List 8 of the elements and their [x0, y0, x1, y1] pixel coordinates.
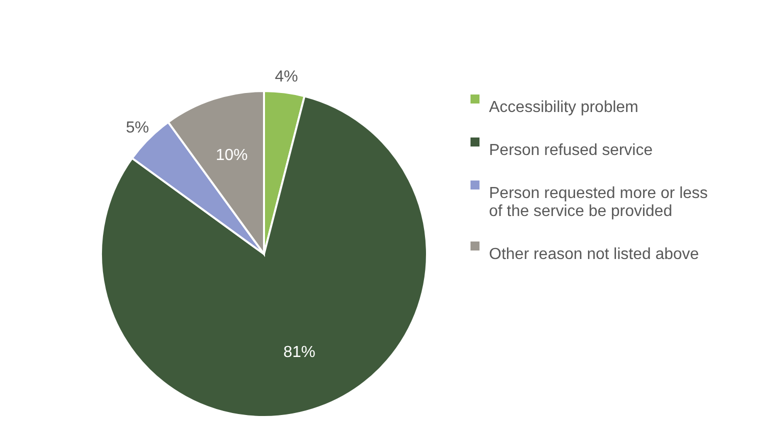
legend-label: Accessibility problem [489, 99, 638, 116]
data-label: 5% [126, 119, 149, 136]
data-label: 4% [274, 68, 298, 86]
legend-label: Other reason not listed above [489, 246, 700, 263]
data-label: 81% [283, 344, 316, 362]
legend-label: Person refused service [489, 142, 653, 159]
data-label: 10% [216, 146, 248, 164]
legend-label: Person requested more or less of the service be provided [489, 185, 708, 220]
